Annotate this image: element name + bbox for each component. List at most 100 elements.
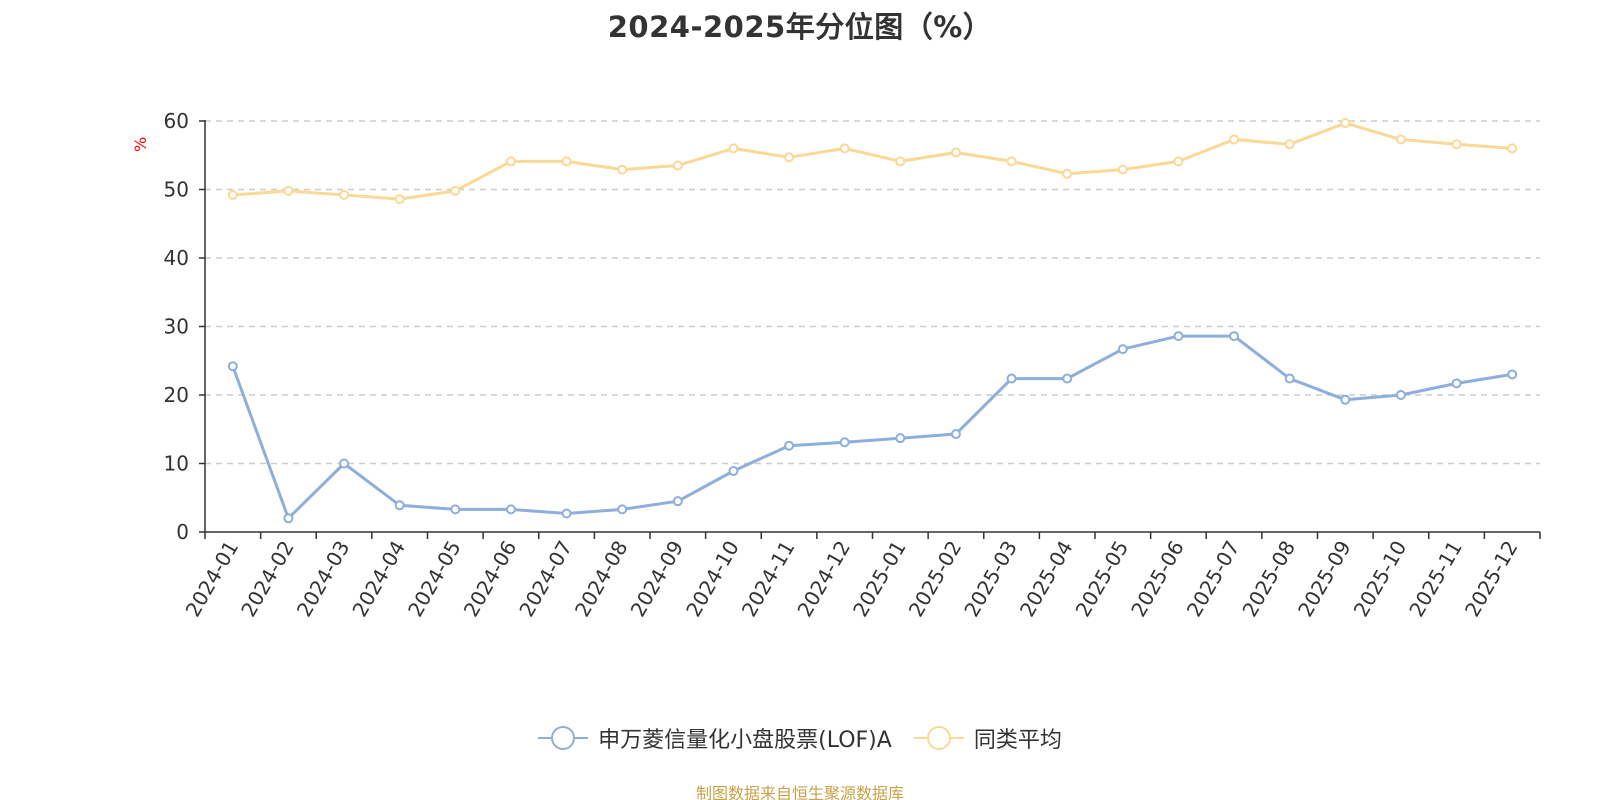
data-point-0-2025-01 <box>895 433 906 444</box>
data-point-0-2024-05 <box>450 504 461 515</box>
y-tick-label-40: 40 <box>164 246 189 270</box>
data-point-0-2025-04 <box>1062 373 1073 384</box>
data-point-1-2025-07 <box>1229 134 1240 145</box>
x-tick-label-2025-01: 2025-01 <box>848 537 911 621</box>
x-tick-label-2025-10: 2025-10 <box>1349 537 1412 621</box>
x-tick-label-2025-04: 2025-04 <box>1015 537 1078 621</box>
x-tick-label-2024-01: 2024-01 <box>181 537 244 621</box>
data-point-0-2024-07 <box>561 508 572 519</box>
data-point-1-2025-08 <box>1284 139 1295 150</box>
data-point-1-2024-03 <box>339 189 350 200</box>
series-line-1 <box>232 121 1513 201</box>
x-tick-label-2024-09: 2024-09 <box>626 537 689 621</box>
x-tick-label-2025-09: 2025-09 <box>1293 537 1356 621</box>
data-point-0-2024-06 <box>505 504 516 515</box>
chart-title: 2024-2025年分位图（%） <box>607 10 993 44</box>
data-point-0-2024-10 <box>728 466 739 477</box>
x-tick-label-2025-08: 2025-08 <box>1237 537 1300 621</box>
data-point-0-2025-09 <box>1340 394 1351 405</box>
data-point-0-2025-05 <box>1117 344 1128 355</box>
data-point-0-2025-08 <box>1284 373 1295 384</box>
data-point-1-2024-11 <box>784 152 795 163</box>
data-point-1-2025-06 <box>1173 156 1184 167</box>
legend-swatch-fund <box>538 726 589 750</box>
data-point-1-2024-04 <box>394 194 405 205</box>
data-point-0-2025-11 <box>1451 378 1462 389</box>
legend-marker-fund <box>551 726 576 750</box>
data-point-0-2024-11 <box>784 440 795 451</box>
x-tick-label-2024-08: 2024-08 <box>570 537 633 621</box>
y-tick-label-60: 60 <box>164 109 189 133</box>
legend-label-fund: 申万菱信量化小盘股票(LOF)A <box>598 728 892 753</box>
data-point-1-2025-03 <box>1006 156 1017 167</box>
x-tick-label-2024-02: 2024-02 <box>236 537 299 621</box>
y-tick-label-50: 50 <box>164 178 189 202</box>
data-point-1-2024-10 <box>728 143 739 154</box>
data-point-1-2024-02 <box>283 185 294 196</box>
series-1 <box>227 118 1518 205</box>
data-point-1-2024-06 <box>505 156 516 167</box>
legend-item-fund[interactable]: 申万菱信量化小盘股票(LOF)A <box>538 722 892 754</box>
series-layer <box>227 118 1518 524</box>
x-tick-label-2025-06: 2025-06 <box>1126 537 1189 621</box>
data-point-0-2025-07 <box>1229 331 1240 342</box>
series-line-0 <box>231 334 1513 520</box>
grid-layer <box>205 120 1540 465</box>
y-tick-label-0: 0 <box>176 520 189 544</box>
x-tick-label-2024-03: 2024-03 <box>292 537 355 621</box>
series-0 <box>227 331 1518 524</box>
x-tick-label-2024-07: 2024-07 <box>514 537 577 621</box>
y-tick-label-30: 30 <box>164 315 189 339</box>
axis-layer <box>199 120 1541 539</box>
data-point-0-2025-06 <box>1173 331 1184 342</box>
data-point-0-2024-08 <box>617 504 628 515</box>
x-tick-labels: 2024-012024-022024-032024-042024-052024-… <box>181 537 1523 621</box>
data-point-0-2024-12 <box>839 437 850 448</box>
data-point-1-2025-10 <box>1395 134 1406 145</box>
legend-item-peer-average[interactable]: 同类平均 <box>913 722 1062 754</box>
legend: 申万菱信量化小盘股票(LOF)A 同类平均 <box>0 722 1600 754</box>
y-tick-label-20: 20 <box>164 383 189 407</box>
x-tick-label-2025-05: 2025-05 <box>1071 537 1134 621</box>
data-point-1-2025-04 <box>1062 168 1073 179</box>
x-tick-label-2025-11: 2025-11 <box>1404 537 1467 621</box>
data-point-0-2024-03 <box>339 458 350 469</box>
data-point-0-2024-09 <box>672 496 683 507</box>
x-tick-label-2025-12: 2025-12 <box>1460 537 1523 621</box>
y-tick-label-10: 10 <box>164 452 189 476</box>
x-tick-label-2025-02: 2025-02 <box>904 537 967 621</box>
x-tick-label-2024-11: 2024-11 <box>737 537 800 621</box>
data-point-0-2024-01 <box>227 361 238 372</box>
data-point-0-2025-02 <box>950 429 961 440</box>
data-point-1-2024-12 <box>839 143 850 154</box>
data-point-1-2025-01 <box>895 156 906 167</box>
x-tick-label-2024-12: 2024-12 <box>792 537 855 621</box>
data-point-0-2025-03 <box>1006 373 1017 384</box>
data-point-0-2024-02 <box>283 513 294 524</box>
x-tick-label-2024-06: 2024-06 <box>459 537 522 621</box>
legend-label-peer-average: 同类平均 <box>973 728 1062 753</box>
data-point-1-2025-05 <box>1117 164 1128 175</box>
legend-marker-peer-average <box>926 726 951 750</box>
x-tick-label-2025-03: 2025-03 <box>959 537 1022 621</box>
data-point-1-2025-12 <box>1507 143 1518 154</box>
data-point-1-2024-09 <box>672 160 683 171</box>
data-point-1-2024-07 <box>561 156 572 167</box>
x-tick-label-2024-05: 2024-05 <box>403 537 466 621</box>
data-point-1-2024-05 <box>450 185 461 196</box>
x-tick-label-2024-10: 2024-10 <box>681 537 744 621</box>
data-point-1-2024-01 <box>227 189 238 200</box>
legend-swatch-peer-average <box>913 726 964 750</box>
x-tick-label-2025-07: 2025-07 <box>1182 537 1245 621</box>
data-point-1-2024-08 <box>617 164 628 175</box>
data-point-0-2024-04 <box>394 500 405 511</box>
data-point-0-2025-12 <box>1507 369 1518 380</box>
x-tick-label-2024-04: 2024-04 <box>347 537 410 621</box>
data-point-1-2025-11 <box>1451 139 1462 150</box>
source-footer: 制图数据来自恒生聚源数据库 <box>695 784 904 800</box>
data-point-1-2025-02 <box>950 147 961 158</box>
data-point-1-2025-09 <box>1340 118 1351 129</box>
y-tick-labels: 0 10 20 30 40 50 60 <box>164 109 189 544</box>
